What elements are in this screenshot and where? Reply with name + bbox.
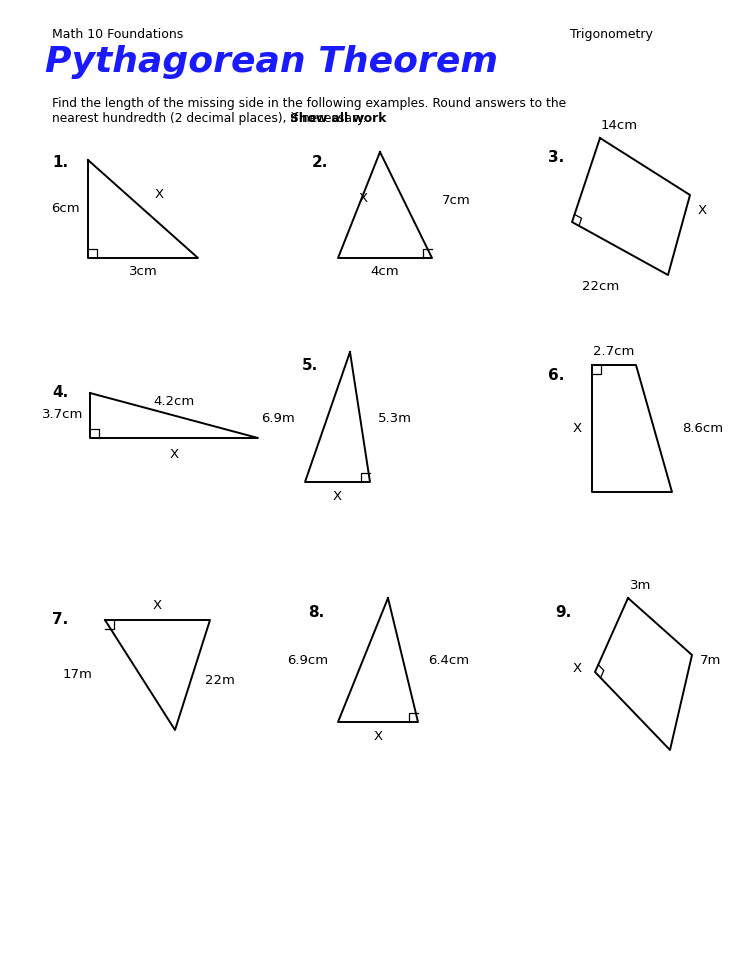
Text: X: X	[359, 191, 368, 204]
Text: 8.: 8.	[308, 605, 324, 620]
Text: X: X	[573, 422, 582, 434]
Text: X: X	[152, 599, 161, 612]
Text: 6.4cm: 6.4cm	[428, 653, 469, 667]
Text: Pythagorean Theorem: Pythagorean Theorem	[45, 45, 498, 79]
Text: 3.: 3.	[548, 150, 564, 165]
Text: 5.: 5.	[302, 358, 318, 373]
Text: 3cm: 3cm	[128, 265, 158, 278]
Text: 7cm: 7cm	[442, 193, 471, 206]
Text: 4.2cm: 4.2cm	[153, 395, 195, 408]
Text: 17m: 17m	[62, 669, 92, 681]
Text: 14cm: 14cm	[601, 119, 638, 132]
Text: X: X	[573, 662, 582, 675]
Text: 6.9m: 6.9m	[261, 411, 295, 425]
Text: Find the length of the missing side in the following examples. Round answers to : Find the length of the missing side in t…	[52, 97, 566, 110]
Text: X: X	[170, 448, 179, 461]
Text: Show all work: Show all work	[290, 112, 386, 125]
Text: X: X	[333, 490, 342, 503]
Text: 6.9cm: 6.9cm	[287, 653, 328, 667]
Text: 4cm: 4cm	[371, 265, 400, 278]
Text: 2.7cm: 2.7cm	[593, 345, 635, 358]
Text: 7.: 7.	[52, 612, 68, 627]
Text: X: X	[373, 730, 382, 743]
Text: 2.: 2.	[312, 155, 328, 170]
Text: 9.: 9.	[555, 605, 572, 620]
Text: Trigonometry: Trigonometry	[570, 28, 653, 41]
Text: 22cm: 22cm	[582, 280, 620, 293]
Text: 6.: 6.	[548, 368, 564, 383]
Text: nearest hundredth (2 decimal places), if necessary.: nearest hundredth (2 decimal places), if…	[52, 112, 370, 125]
Text: 1.: 1.	[52, 155, 68, 170]
Text: 3.7cm: 3.7cm	[41, 408, 83, 422]
Text: 22m: 22m	[205, 674, 235, 686]
Text: 5.3m: 5.3m	[378, 411, 412, 425]
Text: 4.: 4.	[52, 385, 68, 400]
Text: 7m: 7m	[700, 653, 722, 667]
Text: 3m: 3m	[630, 579, 651, 592]
Text: 8.6cm: 8.6cm	[682, 422, 723, 434]
Text: Math 10 Foundations: Math 10 Foundations	[52, 28, 183, 41]
Text: 6cm: 6cm	[51, 201, 80, 215]
Text: X: X	[155, 189, 164, 201]
Text: X: X	[698, 203, 707, 217]
